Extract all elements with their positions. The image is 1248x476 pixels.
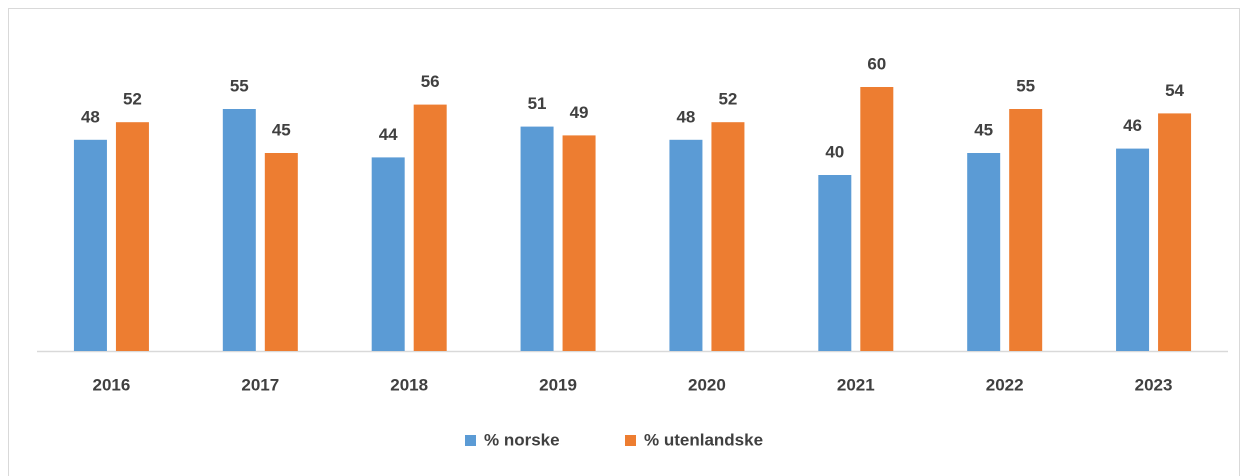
data-label: 52 [718, 90, 737, 109]
bar [562, 135, 596, 351]
legend-swatch [625, 435, 636, 446]
x-tick-label: 2018 [390, 375, 428, 394]
bar [818, 175, 852, 351]
data-label: 48 [676, 107, 695, 126]
data-label: 56 [421, 72, 440, 91]
data-label: 55 [1016, 76, 1035, 95]
x-tick-label: 2019 [539, 375, 577, 394]
data-label: 55 [230, 76, 249, 95]
x-tick-label: 2017 [241, 375, 279, 394]
bar [371, 157, 405, 351]
data-label: 45 [272, 120, 291, 139]
data-label: 54 [1165, 81, 1184, 100]
data-label: 60 [867, 54, 886, 73]
legend-label: % utenlandske [644, 430, 763, 449]
data-label: 52 [123, 90, 142, 109]
x-tick-label: 2016 [93, 375, 131, 394]
x-tick-label: 2021 [837, 375, 875, 394]
data-label: 46 [1123, 116, 1142, 135]
bar [1009, 109, 1043, 351]
bar [711, 122, 745, 351]
x-tick-label: 2023 [1135, 375, 1173, 394]
x-tick-label: 2020 [688, 375, 726, 394]
bar [1116, 148, 1150, 351]
data-label: 45 [974, 120, 993, 139]
legend-label: % norske [484, 430, 560, 449]
data-label: 48 [81, 107, 100, 126]
chart-border [8, 8, 1240, 476]
x-tick-label: 2022 [986, 375, 1024, 394]
bar [222, 109, 256, 351]
bar [73, 139, 107, 351]
bar [1158, 113, 1192, 352]
data-label: 51 [528, 94, 547, 113]
bar [520, 126, 554, 351]
bar [669, 139, 703, 351]
bar [413, 104, 447, 351]
data-label: 44 [379, 125, 398, 144]
data-label: 40 [825, 142, 844, 161]
bar [264, 153, 298, 351]
data-label: 49 [570, 103, 589, 122]
legend-swatch [465, 435, 476, 446]
bar [860, 87, 894, 351]
bar [115, 122, 149, 351]
bar [967, 153, 1001, 351]
